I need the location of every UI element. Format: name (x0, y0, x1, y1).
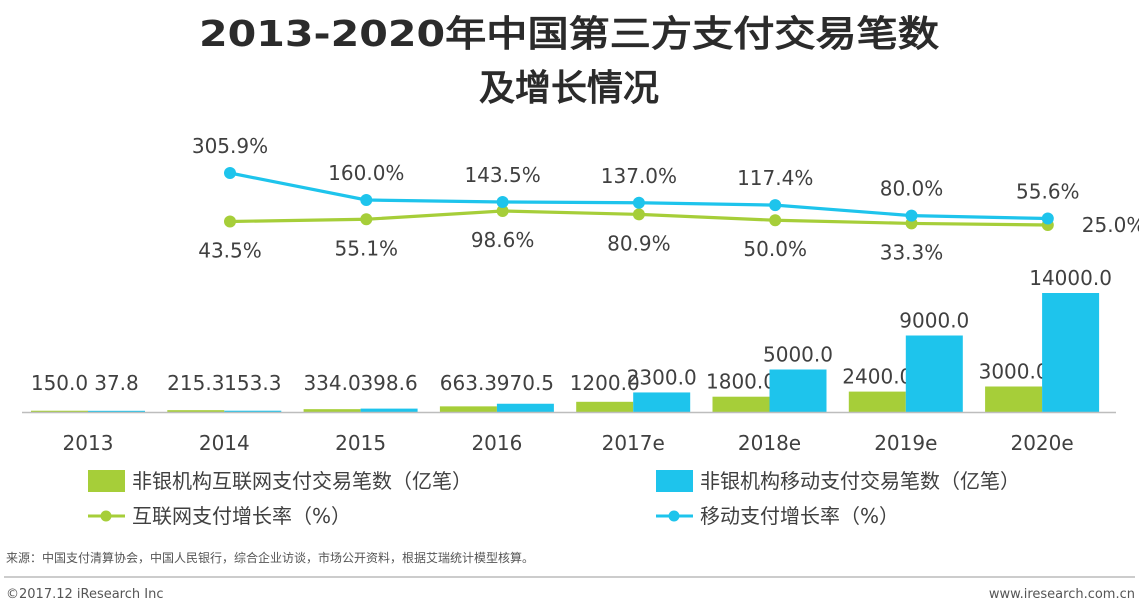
source-note: 来源：中国支付清算协会，中国人民银行，综合企业访谈，市场公开资料，根据艾瑞统计模… (6, 550, 534, 565)
x-tick-label: 2017e (602, 431, 665, 455)
bar-value-label: 2300.0 (627, 365, 697, 389)
x-tick-label: 2016 (471, 431, 522, 455)
x-tick-label: 2018e (738, 431, 801, 455)
bar-mobile-2014 (224, 410, 282, 412)
bar-mobile-2015 (360, 408, 418, 412)
internet-growth-label: 25.0% (1082, 213, 1139, 237)
mobile-growth-label: 55.6% (1016, 180, 1080, 204)
internet-growth-point (632, 208, 645, 221)
internet-growth-point (224, 215, 236, 228)
bar-mobile-2018e (769, 369, 827, 412)
mobile-growth-label: 117.4% (737, 166, 813, 190)
bar-value-label: 37.8 (94, 371, 139, 395)
copyright: ©2017.12 iResearch Inc (6, 587, 164, 602)
internet-growth-label: 98.6% (471, 228, 535, 252)
legend-swatch-mobile-bars (656, 470, 693, 492)
legend-swatch-internet-bars (88, 470, 125, 492)
internet-growth-point (496, 205, 509, 217)
bar-mobile-2017e (633, 392, 691, 412)
mobile-growth-point (905, 209, 918, 222)
bar-value-label: 398.6 (360, 371, 417, 395)
bar-layer: 150.0 37.8 215.3 153.3 334.0 398.6 663.3 970.5 1… (31, 266, 1112, 412)
legend-marker-mobile-line (668, 510, 680, 522)
bar-internet-2020e (985, 386, 1043, 412)
bar-internet-2013 (31, 410, 88, 412)
chart-title-line1: 2013-2020年中国第三方支付交易笔数 (199, 13, 939, 55)
bar-value-label: 970.5 (497, 371, 554, 395)
mobile-growth-label: 80.0% (880, 177, 944, 201)
bar-mobile-2019e (905, 335, 963, 412)
bar-value-label: 153.3 (224, 371, 281, 395)
bar-value-label: 14000.0 (1029, 266, 1112, 290)
bar-internet-2015 (303, 409, 361, 412)
bar-value-label: 1800.0 (706, 370, 776, 394)
internet-growth-point (769, 214, 782, 227)
internet-growth-point (360, 213, 373, 226)
bar-value-label: 150.0 (31, 371, 88, 395)
bar-value-label: 1200.0 (570, 371, 640, 395)
mobile-growth-point (769, 199, 782, 212)
x-tick-label: 2014 (199, 431, 250, 455)
internet-growth-label: 80.9% (607, 231, 671, 255)
bar-value-label: 5000.0 (763, 343, 833, 367)
legend-marker-internet-line (100, 510, 112, 522)
internet-growth-label: 43.5% (198, 238, 262, 262)
mobile-growth-point (1041, 212, 1054, 225)
legend-label-internet-line: 互联网支付增长率（%） (132, 504, 351, 528)
bar-value-label: 663.3 (440, 371, 497, 395)
bar-mobile-2016 (496, 403, 554, 412)
internet-growth-label: 50.0% (743, 237, 807, 261)
x-tick-labels: 2013 2014 2015 2016 2017e 2018e 2019e 2020e (63, 431, 1074, 455)
bar-value-label: 2400.0 (842, 365, 912, 389)
mobile-growth-label: 137.0% (601, 164, 677, 188)
x-tick-label: 2013 (63, 431, 114, 455)
mobile-growth-label: 305.9% (192, 134, 268, 158)
x-tick-label: 2015 (335, 431, 386, 455)
x-tick-label: 2019e (874, 431, 937, 455)
mobile-growth-point (360, 194, 373, 206)
legend: 非银机构互联网支付交易笔数（亿笔） 非银机构移动支付交易笔数（亿笔） 互联网支付… (88, 469, 1020, 528)
chart-title-line2: 及增长情况 (479, 68, 659, 109)
mobile-growth-point (632, 196, 645, 209)
bar-mobile-2013 (88, 410, 145, 412)
internet-growth-label: 55.1% (335, 236, 399, 260)
bar-internet-2019e (848, 391, 906, 412)
bar-value-label: 3000.0 (979, 360, 1049, 384)
mobile-growth-label: 143.5% (464, 163, 540, 187)
internet-growth-label: 33.3% (880, 240, 944, 264)
legend-label-mobile-line: 移动支付增长率（%） (700, 504, 899, 528)
line-layer: 305.9% 160.0% 143.5% 137.0% 117.4% 80.0% 55.6%… (192, 134, 1139, 264)
bar-value-label: 9000.0 (899, 309, 969, 333)
mobile-growth-label: 160.0% (328, 161, 404, 185)
website: www.iresearch.com.cn (989, 587, 1135, 602)
bar-internet-2016 (439, 406, 497, 412)
mobile-growth-point (496, 195, 509, 208)
bar-internet-2017e (576, 401, 634, 412)
x-tick-label: 2020e (1010, 431, 1073, 455)
bar-mobile-2020e (1042, 293, 1100, 412)
bar-internet-2014 (167, 410, 225, 412)
legend-label-mobile-bars: 非银机构移动支付交易笔数（亿笔） (700, 469, 1020, 493)
mobile-growth-point (224, 167, 236, 179)
legend-label-internet-bars: 非银机构互联网支付交易笔数（亿笔） (132, 469, 472, 493)
bar-value-label: 215.3 (167, 371, 224, 395)
bar-internet-2018e (712, 396, 770, 412)
bar-value-label: 334.0 (303, 371, 360, 395)
